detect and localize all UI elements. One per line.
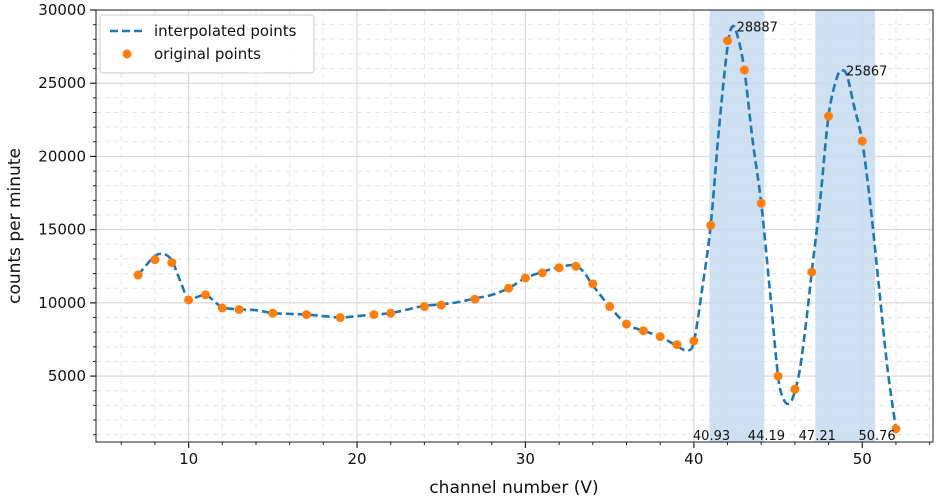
original-point [520, 273, 530, 283]
interpolated-line [137, 24, 898, 430]
original-point [689, 336, 699, 346]
y-tick-label: 25000 [38, 74, 86, 92]
legend: interpolated points original points [99, 14, 315, 74]
y-tick-label: 30000 [38, 1, 86, 19]
original-point [824, 111, 834, 121]
y-tick-label: 20000 [38, 147, 86, 165]
legend-box [99, 14, 315, 74]
band-start-label: 40.93 [693, 429, 730, 444]
legend-label-original: original points [154, 45, 261, 63]
grid [96, 9, 933, 442]
original-point [184, 295, 194, 305]
original-point [571, 261, 581, 271]
original-point [554, 263, 564, 273]
original-point [857, 136, 867, 146]
original-point [672, 340, 682, 350]
original-point [302, 310, 312, 320]
original-point [268, 308, 278, 318]
original-point [655, 332, 665, 342]
x-axis-title: channel number (V) [429, 478, 598, 498]
band-end-label: 50.76 [858, 429, 895, 444]
band-end-label: 44.19 [748, 429, 785, 444]
original-point [369, 310, 379, 320]
axis-ticks: 10 20 30 40 50 5000 10000 15000 20000 25000 30000 [38, 1, 931, 468]
original-point [621, 319, 631, 329]
x-tick-label: 50 [853, 450, 872, 468]
original-point [588, 279, 598, 289]
legend-label-interpolated: interpolated points [154, 22, 297, 40]
legend-marker-swatch [122, 49, 132, 59]
original-point [335, 313, 345, 323]
original-point [638, 326, 648, 336]
y-tick-label: 10000 [38, 294, 86, 312]
original-point [419, 302, 429, 312]
y-tick-label: 15000 [38, 221, 86, 239]
original-point [217, 303, 227, 313]
original-point [756, 198, 766, 208]
original-point [739, 65, 749, 75]
highlight-bands [709, 10, 876, 442]
original-point [891, 424, 901, 434]
peak-value-label: 28887 [737, 20, 778, 35]
x-tick-label: 40 [684, 450, 703, 468]
original-point [790, 384, 800, 394]
original-point [504, 283, 514, 293]
original-point [470, 294, 480, 304]
original-point [234, 304, 244, 314]
x-tick-label: 10 [179, 450, 198, 468]
original-point [706, 220, 716, 230]
annotations: 40.93 44.19 47.21 50.76 28887 25867 [693, 20, 896, 444]
plot-frame [95, 9, 934, 443]
original-point [133, 270, 143, 280]
original-point [436, 300, 446, 310]
original-point [773, 371, 783, 381]
peak-value-label: 25867 [846, 65, 887, 80]
original-point [200, 290, 210, 300]
original-point [150, 255, 160, 265]
x-tick-label: 20 [347, 450, 366, 468]
series [133, 24, 901, 434]
original-point [167, 258, 177, 268]
highlight-band [709, 10, 765, 442]
original-point [386, 308, 396, 318]
x-tick-label: 30 [516, 450, 535, 468]
original-point [605, 302, 615, 312]
y-axis-title: counts per minute [5, 148, 25, 304]
original-point [807, 267, 817, 277]
y-tick-label: 5000 [48, 367, 86, 385]
band-start-label: 47.21 [799, 429, 836, 444]
original-point [723, 36, 733, 46]
highlight-band [815, 10, 876, 442]
original-point [537, 268, 547, 278]
